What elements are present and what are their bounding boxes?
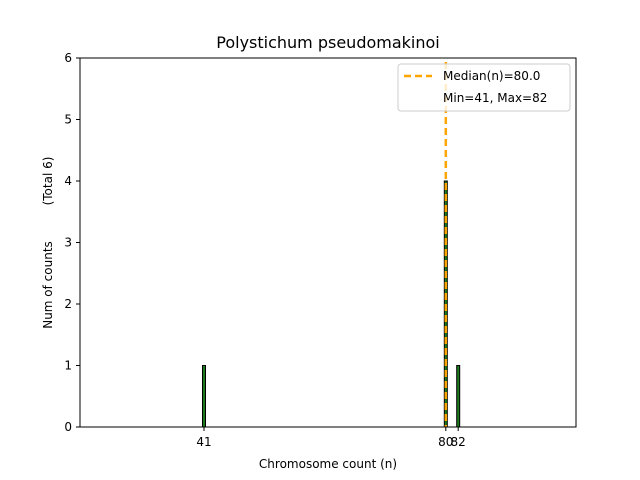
y-tick-label: 0 — [64, 420, 72, 434]
x-tick-label: 80 — [438, 435, 453, 449]
chart-title: Polystichum pseudomakinoi — [216, 33, 439, 52]
x-tick-label: 41 — [196, 435, 211, 449]
y-tick-label: 2 — [64, 297, 72, 311]
bars-layer — [202, 180, 461, 428]
y-tick-label: 5 — [64, 113, 72, 127]
y-tick-label: 4 — [64, 174, 72, 188]
y-tick-label: 6 — [64, 51, 72, 65]
legend-range-label: Min=41, Max=82 — [443, 91, 547, 105]
y-tick-label: 3 — [64, 236, 72, 250]
legend-median-label: Median(n)=80.0 — [443, 69, 540, 83]
legend: Median(n)=80.0 Min=41, Max=82 — [397, 63, 571, 112]
y-axis-label: Num of counts — [41, 241, 55, 329]
x-axis-label: Chromosome count (n) — [259, 457, 397, 471]
y-axis-total-label: (Total 6) — [41, 157, 55, 206]
histogram-bar — [202, 365, 206, 428]
y-axis-ticks: 0 1 2 3 4 5 6 — [64, 51, 80, 434]
legend-box — [397, 63, 571, 112]
plot-area-frame — [79, 57, 577, 428]
y-tick-label: 1 — [64, 359, 72, 373]
x-tick-label: 82 — [451, 435, 466, 449]
histogram-bar — [456, 365, 461, 428]
